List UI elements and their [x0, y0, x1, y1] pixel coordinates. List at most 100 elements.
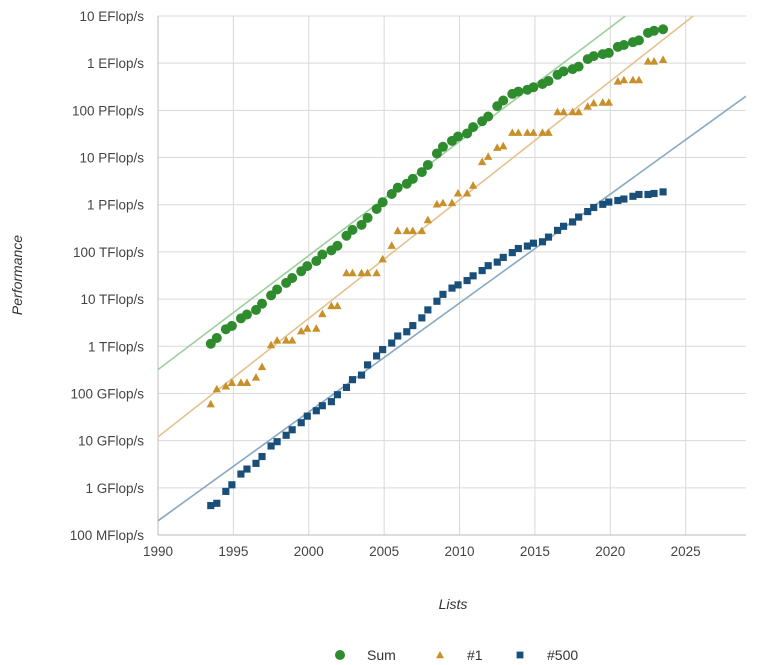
data-point-triangle [468, 181, 478, 189]
data-point-triangle [568, 107, 577, 116]
data-point-triangle [559, 107, 568, 116]
data-point-triangle [423, 215, 433, 224]
data-point-circle [241, 309, 252, 320]
data-point-square [388, 339, 396, 347]
data-point-circle [317, 249, 328, 260]
data-point-square [333, 391, 341, 399]
data-point-square [575, 213, 583, 221]
data-point-triangle [402, 226, 411, 235]
x-tick-label: 2000 [294, 544, 324, 559]
y-tick-label: 100 TFlop/s [73, 245, 144, 260]
legend-marker-square [516, 651, 524, 659]
data-point-square [553, 226, 562, 234]
data-point-triangle [387, 241, 396, 249]
legend-label: #500 [547, 647, 578, 663]
x-axis-ticks: 1990 1995 2000 2005 2010 2015 2020 2025 [143, 544, 701, 559]
data-point-triangle [206, 399, 215, 408]
data-point-square [424, 306, 432, 314]
data-point-triangle [318, 309, 327, 318]
y-axis-title: Performance [9, 235, 25, 315]
data-point-triangle [221, 381, 231, 390]
data-point-square [484, 262, 492, 270]
data-point-square [599, 200, 607, 208]
data-point-square [538, 238, 547, 246]
data-point-square [357, 371, 366, 379]
data-point-square [605, 198, 613, 206]
data-point-triangle [613, 77, 623, 85]
data-point-circle [386, 188, 397, 199]
legend-marker-triangle [436, 651, 444, 659]
data-point-square [448, 284, 456, 292]
trend-line-square [158, 95, 746, 522]
data-point-square [584, 208, 592, 216]
data-point-circle [633, 35, 644, 46]
data-point-square [312, 407, 320, 415]
data-point-circle [311, 256, 322, 267]
data-point-circle [377, 197, 388, 208]
y-tick-label: 1 EFlop/s [87, 56, 144, 71]
data-point-triangle [287, 336, 297, 344]
data-point-triangle [327, 301, 336, 310]
data-point-square [508, 249, 516, 257]
data-point-circle [588, 51, 599, 62]
data-point-square [523, 242, 531, 250]
data-point-triangle [508, 128, 517, 136]
data-points [205, 24, 669, 510]
data-point-circle [462, 128, 473, 139]
data-point-square [237, 470, 245, 478]
data-point-square [629, 192, 637, 200]
data-point-circle [649, 25, 660, 36]
data-point-triangle [432, 199, 442, 208]
data-point-square [544, 233, 553, 241]
data-point-square [243, 465, 251, 473]
data-point-triangle [634, 75, 644, 84]
data-point-circle [573, 61, 584, 72]
data-point-square [650, 189, 658, 198]
y-tick-label: 1 GFlop/s [85, 481, 144, 496]
data-point-circle [658, 24, 669, 35]
data-point-circle [513, 86, 524, 97]
data-point-square [454, 281, 462, 289]
data-point-triangle [514, 128, 523, 136]
data-point-circle [302, 261, 313, 272]
y-tick-label: 1 TFlop/s [88, 339, 144, 354]
data-point-triangle [312, 324, 321, 332]
x-tick-label: 2025 [671, 544, 701, 559]
x-tick-label: 2015 [520, 544, 550, 559]
data-point-circle [558, 66, 569, 77]
data-point-square [394, 332, 402, 340]
data-point-triangle [649, 57, 659, 65]
data-point-triangle [417, 226, 427, 235]
data-point-triangle [227, 378, 237, 386]
y-tick-label: 10 PFlop/s [79, 151, 144, 166]
data-point-square [379, 346, 387, 354]
data-point-square [258, 452, 266, 461]
data-point-triangle [272, 336, 282, 344]
y-tick-label: 1 PFlop/s [87, 198, 144, 213]
data-point-square [614, 196, 622, 205]
x-tick-label: 1995 [218, 544, 248, 559]
data-point-circle [468, 122, 479, 133]
data-point-triangle [333, 301, 342, 310]
data-point-square [635, 190, 643, 199]
data-point-circle [287, 272, 298, 283]
data-point-triangle [523, 128, 532, 136]
y-tick-label: 100 PFlop/s [72, 103, 144, 118]
data-point-square [620, 195, 628, 203]
data-point-triangle [574, 107, 583, 116]
data-point-square [409, 322, 417, 330]
data-point-square [493, 258, 501, 266]
y-tick-label: 10 TFlop/s [80, 292, 144, 307]
data-point-triangle [598, 98, 607, 106]
data-point-square [327, 398, 335, 406]
data-point-triangle [372, 268, 381, 277]
data-point-circle [392, 182, 403, 193]
data-point-triangle [499, 141, 508, 150]
data-point-triangle [363, 268, 372, 277]
data-point-square [469, 272, 477, 280]
data-point-triangle [583, 102, 592, 110]
data-point-triangle [493, 143, 502, 151]
data-point-triangle [357, 268, 366, 277]
data-point-circle [498, 95, 509, 106]
data-point-square [433, 297, 441, 305]
